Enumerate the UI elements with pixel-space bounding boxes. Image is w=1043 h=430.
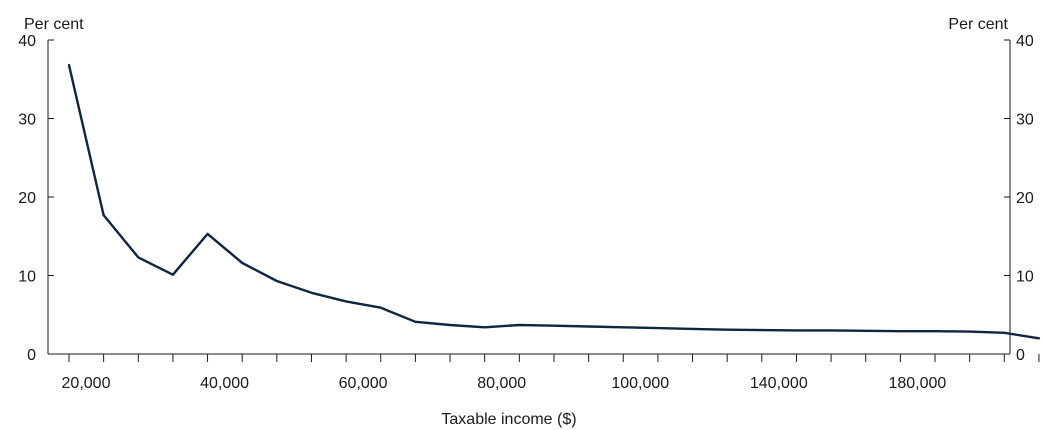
x-ticks: 20,000 40,000 60,000 80,000 100,000 140,000 18… [62,354,1040,392]
x-tick-label: 100,000 [611,375,669,392]
y-tick-label-right: 30 [1016,112,1034,129]
y-tick-label-left: 10 [18,269,36,286]
y-tick-label-left: 30 [18,112,36,129]
y-tick-label-left: 20 [18,190,36,207]
x-tick-label: 40,000 [200,375,249,392]
y-tick-label-right: 0 [1016,347,1025,364]
y-tick-label-left: 0 [27,347,36,364]
y-tick-label-right: 40 [1016,33,1034,50]
series-group [67,63,1041,340]
y-tick-label-right: 10 [1016,269,1034,286]
x-tick-label: 60,000 [339,375,388,392]
y-tick-label-left: 40 [18,33,36,50]
x-tick-label: 180,000 [888,375,946,392]
x-tick-label: 20,000 [62,375,111,392]
series-line [67,63,1041,340]
y-axis-unit-left: Per cent [24,16,84,33]
y-tick-label-right: 20 [1016,190,1034,207]
y-ticks: 0 0 10 10 20 20 30 30 40 40 [18,33,1034,364]
x-tick-label: 140,000 [750,375,808,392]
y-axis-unit-right: Per cent [948,16,1008,33]
x-tick-label: 80,000 [477,375,526,392]
x-axis-title: Taxable income ($) [441,411,576,428]
